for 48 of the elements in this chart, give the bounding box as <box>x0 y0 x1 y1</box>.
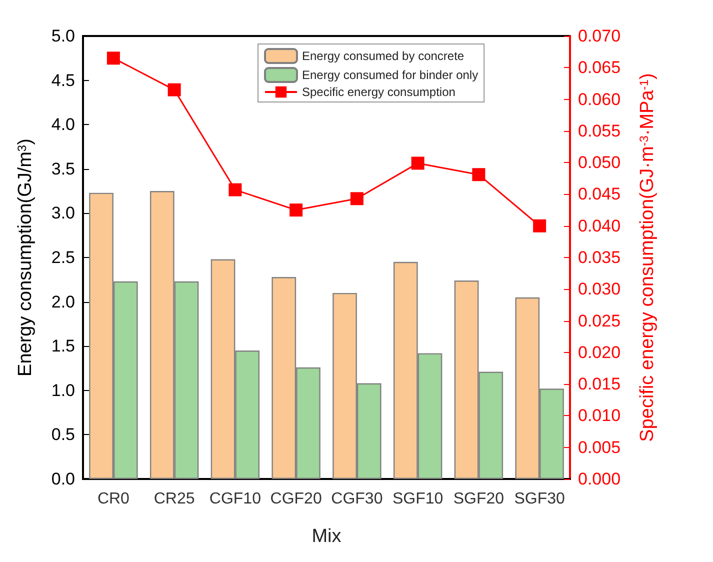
y-tick-label: 4.5 <box>51 70 75 90</box>
point <box>411 156 424 170</box>
y2-tick-label: 0.005 <box>578 438 621 457</box>
y-tick-label: 4.0 <box>51 115 75 134</box>
y2-axis-title: Specific energy consumption(GJ·m-3·MPa-1) <box>637 73 658 442</box>
x-tick-label: CGF30 <box>331 490 383 508</box>
x-tick-label: SGF10 <box>392 490 444 508</box>
x-axis-title: Mix <box>312 526 342 547</box>
x-tick-label: CGF10 <box>209 490 262 508</box>
y2-tick-label: 0.000 <box>578 470 621 488</box>
x-tick-label: CR25 <box>154 490 195 508</box>
y-tick-label: 3.5 <box>51 159 75 178</box>
y2-tick-label: 0.045 <box>578 184 621 204</box>
legend-label: Energy consumed by concrete <box>302 49 464 63</box>
y2-tick-label: 0.030 <box>578 280 621 299</box>
legend-label: Energy consumed for binder only <box>302 68 478 82</box>
y2-tick-label: 0.040 <box>578 216 621 236</box>
point <box>350 192 364 206</box>
y2-tick-label: 0.010 <box>578 406 621 426</box>
x-tick-label: CR0 <box>97 490 130 508</box>
point <box>290 204 303 217</box>
y2-tick-label: 0.050 <box>578 153 621 172</box>
y2-tick-label: 0.025 <box>578 311 621 330</box>
y2-tick-label: 0.060 <box>578 90 621 109</box>
point <box>472 168 486 182</box>
point <box>533 219 546 232</box>
y2-tick-label: 0.065 <box>578 58 621 78</box>
y-tick-label: 2.5 <box>51 248 75 267</box>
y2-tick-label: 0.070 <box>578 26 621 46</box>
point <box>228 183 242 196</box>
x-tick-label: SGF30 <box>514 490 566 508</box>
y2-tick-label: 0.015 <box>578 374 621 394</box>
point <box>168 83 181 96</box>
y-tick-label: 2.0 <box>51 292 75 312</box>
y-tick-label: 0.5 <box>51 425 75 444</box>
y-axis-title: Energy consumption(GJ/m3) <box>15 138 36 376</box>
x-tick-label: CGF20 <box>270 490 322 508</box>
y2-tick-label: 0.020 <box>578 342 621 362</box>
point <box>106 52 120 65</box>
y-tick-label: 5.0 <box>51 26 75 46</box>
y-tick-label: 0.0 <box>51 470 75 488</box>
y2-tick-label: 0.055 <box>578 121 621 140</box>
y-tick-label: 3.0 <box>51 204 75 223</box>
y-tick-label: 1.0 <box>51 380 75 400</box>
y-tick-label: 1.5 <box>51 336 75 356</box>
y2-tick-label: 0.035 <box>578 248 621 267</box>
legend-label: Specific energy consumption <box>302 85 456 99</box>
x-tick-label: SGF20 <box>453 490 504 508</box>
